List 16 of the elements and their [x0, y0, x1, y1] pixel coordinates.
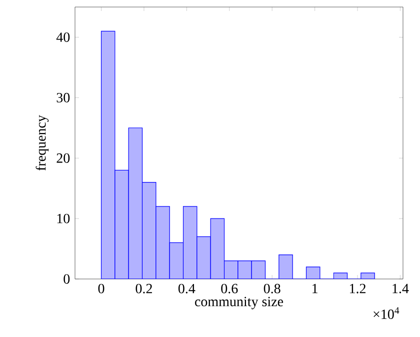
x-tick-label: 0.2 — [136, 284, 152, 294]
y-tick-label: 30 — [56, 92, 70, 102]
y-tick-label: 40 — [56, 32, 70, 42]
x-tick-label: 1.4 — [392, 284, 409, 294]
x-tick-label: 0.4 — [178, 284, 196, 294]
x-tick-label: 0 — [98, 284, 104, 294]
x-tick-label: 0.8 — [264, 284, 280, 294]
x-tick-label: 1 — [312, 284, 318, 294]
x-tick-label: 1.2 — [350, 284, 366, 294]
y-tick-label: 10 — [57, 214, 70, 224]
y-axis-title: frequency — [36, 115, 49, 171]
y-tick-label: 20 — [56, 153, 70, 163]
text: ×10$^{4}$ — [374, 307, 400, 319]
y-tick-label: 0 — [64, 274, 70, 284]
x-axis-title: community size — [195, 296, 284, 310]
x-tick-label: 0.6 — [221, 284, 238, 294]
